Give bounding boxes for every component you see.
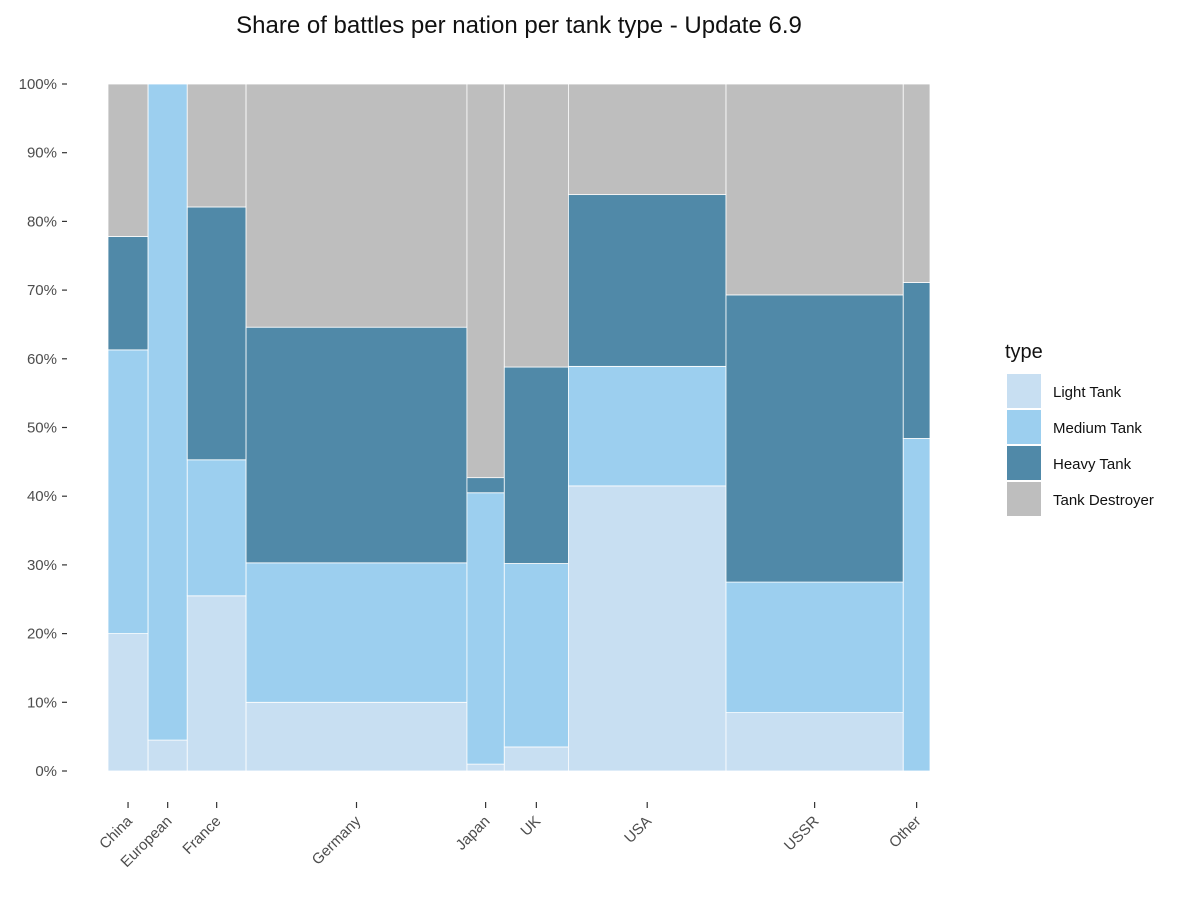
tile-ussr-light-tank xyxy=(725,712,904,772)
chart-title: Share of battles per nation per tank typ… xyxy=(236,12,802,39)
tile-china-light-tank xyxy=(107,633,149,772)
y-tick-label: 80% xyxy=(27,213,57,230)
legend-label-medium-tank: Medium Tank xyxy=(1053,420,1142,437)
tile-uk-heavy-tank xyxy=(503,366,569,564)
legend-title: type xyxy=(1005,341,1043,363)
tile-usa-heavy-tank xyxy=(568,194,727,367)
tile-other-heavy-tank xyxy=(902,282,931,439)
y-tick-label: 90% xyxy=(27,145,57,162)
tile-japan-tank-destroyer xyxy=(466,83,505,479)
tile-japan-medium-tank xyxy=(466,492,505,765)
tile-ussr-tank-destroyer xyxy=(725,83,904,296)
y-tick-label: 30% xyxy=(27,557,57,574)
tile-usa-light-tank xyxy=(568,485,727,772)
y-tick-label: 20% xyxy=(27,626,57,643)
tile-ussr-medium-tank xyxy=(725,581,904,714)
tile-uk-light-tank xyxy=(503,746,569,772)
tile-other-tank-destroyer xyxy=(902,83,931,283)
legend: type Light Tank Medium Tank Heavy Tank Tank… xyxy=(1005,341,1154,516)
legend-label-light-tank: Light Tank xyxy=(1053,384,1122,401)
tile-germany-tank-destroyer xyxy=(245,83,468,328)
tile-germany-heavy-tank xyxy=(245,326,468,564)
legend-key-light-tank xyxy=(1007,374,1041,408)
tile-european-medium-tank xyxy=(147,83,188,741)
x-tick-label-ussr: USSR xyxy=(781,813,823,855)
y-tick-label: 70% xyxy=(27,282,57,299)
tile-germany-medium-tank xyxy=(245,562,468,703)
tile-germany-light-tank xyxy=(245,701,468,772)
y-tick-label: 0% xyxy=(35,763,57,780)
y-tick-label: 10% xyxy=(27,694,57,711)
y-tick-label: 40% xyxy=(27,488,57,505)
y-axis: 0% 10% 20% 30% 40% 50% 60% 70% 80% 90% 100% xyxy=(19,76,67,780)
tile-france-medium-tank xyxy=(186,459,247,597)
tile-china-medium-tank xyxy=(107,349,149,635)
x-tick-label-uk: UK xyxy=(517,813,544,840)
tile-uk-tank-destroyer xyxy=(503,83,569,368)
legend-key-heavy-tank xyxy=(1007,446,1041,480)
tile-japan-light-tank xyxy=(466,763,505,772)
tile-france-tank-destroyer xyxy=(186,83,247,208)
x-tick-label-france: France xyxy=(179,813,224,858)
legend-label-heavy-tank: Heavy Tank xyxy=(1053,456,1132,473)
x-tick-label-other: Other xyxy=(886,813,925,852)
bars-layer xyxy=(107,83,931,772)
tile-ussr-heavy-tank xyxy=(725,294,904,583)
y-tick-label: 50% xyxy=(27,420,57,437)
tile-uk-medium-tank xyxy=(503,563,569,748)
tile-china-tank-destroyer xyxy=(107,83,149,237)
y-tick-label: 60% xyxy=(27,351,57,368)
legend-label-tank-destroyer: Tank Destroyer xyxy=(1053,492,1154,509)
tile-france-heavy-tank xyxy=(186,206,247,461)
tile-china-heavy-tank xyxy=(107,236,149,351)
x-tick-label-germany: Germany xyxy=(309,812,365,868)
tile-usa-medium-tank xyxy=(568,365,727,487)
y-tick-label: 100% xyxy=(19,76,57,93)
tile-france-light-tank xyxy=(186,595,247,772)
x-tick-label-japan: Japan xyxy=(453,813,494,854)
legend-key-medium-tank xyxy=(1007,410,1041,444)
tile-european-light-tank xyxy=(147,739,188,772)
tile-other-medium-tank xyxy=(902,438,931,772)
x-tick-label-usa: USA xyxy=(621,813,655,847)
legend-key-tank-destroyer xyxy=(1007,482,1041,516)
tile-japan-heavy-tank xyxy=(466,477,505,494)
tile-usa-tank-destroyer xyxy=(568,83,727,196)
